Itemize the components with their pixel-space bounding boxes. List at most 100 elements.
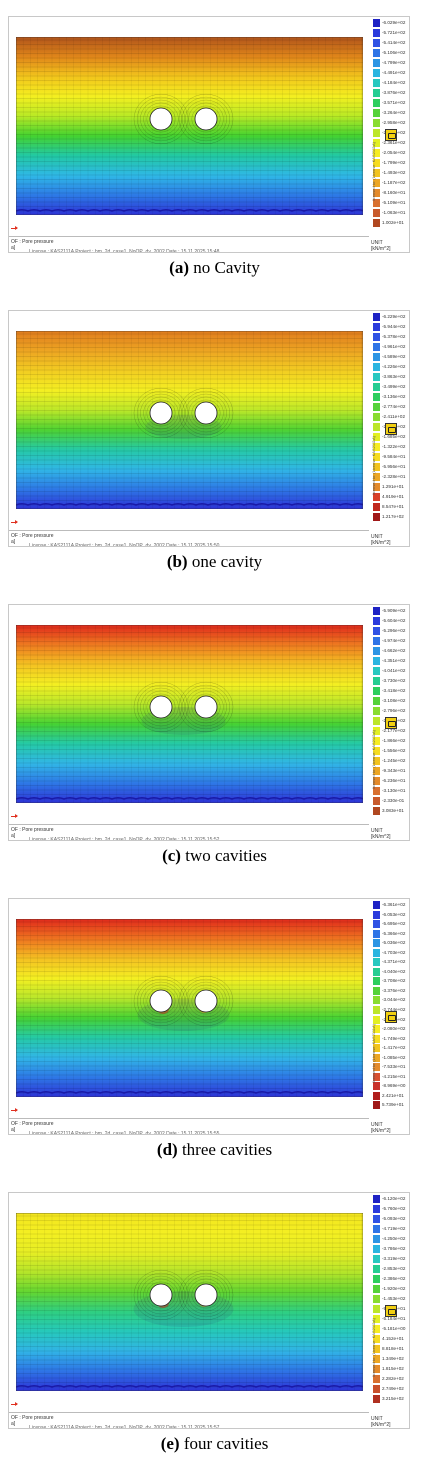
legend-swatch (373, 958, 380, 967)
legend-label: -5.944e+02 (382, 324, 406, 329)
footer-variable: OF : Pore pressure (11, 827, 54, 833)
legend-swatch (373, 373, 380, 381)
legend-entry: -9.584e+01 (373, 453, 409, 462)
legend-label: -1.920e+02 (382, 1286, 406, 1291)
legend-swatch (373, 219, 380, 227)
plot-frame: -6.361e+02 -6.053e+02 -5.695e+02 -5.366e+02… (8, 898, 410, 1135)
footer-divider (9, 1118, 369, 1119)
software-logo-icon (385, 717, 397, 729)
legend-swatch (373, 1063, 380, 1072)
legend-label: -4.703e+02 (382, 949, 406, 955)
legend-label: 1.217e+02 (382, 514, 404, 519)
legend-label: -4.250e+02 (382, 1236, 406, 1241)
legend-label: -5.414e+02 (382, 40, 406, 45)
legend-swatch (373, 948, 380, 957)
contour-plot (16, 37, 363, 215)
legend-label: -9.584e+01 (382, 454, 406, 459)
caption-text: four cavities (183, 1434, 269, 1453)
legend-swatch (373, 443, 380, 451)
watermark-text: licensed to: (License: KAS2111A) (371, 1024, 376, 1083)
legend-entry: -1.866e+02 (373, 737, 409, 746)
legend-swatch (373, 1053, 380, 1062)
panel-caption: (e) four cavities (0, 1434, 429, 1454)
legend-label: -1.245e+02 (382, 758, 406, 763)
legend-entry: -5.106e+02 (373, 49, 409, 58)
legend-label: -4.589e+02 (382, 354, 406, 359)
legend-label: -3.044e+02 (382, 997, 406, 1003)
legend-label: -3.876e+02 (382, 90, 406, 95)
legend-entry: -1.685e+02 (373, 433, 409, 442)
legend-entry: -4.184e+02 (373, 79, 409, 88)
legend-swatch (373, 1034, 380, 1043)
contour-svg (16, 331, 363, 509)
legend-entry: -5.721e+02 (373, 29, 409, 38)
pressure-field (16, 37, 363, 215)
legend-swatch (373, 89, 380, 97)
legend-label: -1.453e+02 (382, 1296, 406, 1301)
legend-label: -2.361e+02 (382, 140, 406, 145)
legend-swatch (373, 99, 380, 107)
legend-swatch (373, 617, 380, 625)
legend-swatch (373, 977, 380, 986)
legend-entry: -1.187e+02 (373, 179, 409, 188)
contour-svg (16, 37, 363, 215)
legend-swatch (373, 1215, 380, 1223)
legend-swatch (373, 29, 380, 37)
legend-entry: -3.876e+02 (373, 89, 409, 98)
legend-swatch (373, 1285, 380, 1293)
color-legend: -6.120e+02 -5.760e+02 -5.093e+02 -4.719e+02… (373, 1195, 409, 1417)
contour-plot (16, 625, 363, 803)
legend-entry: 1.291e+01 (373, 483, 409, 492)
panel-caption: (c) two cavities (0, 846, 429, 866)
legend-entry: -5.036e+02 (373, 939, 409, 948)
legend-swatch (373, 189, 380, 197)
legend-swatch (373, 463, 380, 471)
tunnel-left (149, 1283, 173, 1307)
legend-label: -5.184e+01 (382, 1316, 406, 1321)
legend-swatch (373, 986, 380, 995)
legend-entry: -1.245e+02 (373, 757, 409, 766)
footer-license: License : KAS2111A Project : hm_2d_case1… (29, 543, 220, 547)
legend-label: -3.136e+02 (382, 394, 406, 399)
legend-swatch (373, 1295, 380, 1303)
legend-label: -6.361e+02 (382, 902, 406, 907)
legend-swatch (373, 1025, 380, 1034)
legend-label: -2.080e+02 (382, 1026, 406, 1032)
legend-entry: -2.744e+02 (373, 1006, 409, 1015)
plot-frame: -6.029e+02 -5.721e+02 -5.414e+02 -5.106e+02… (8, 16, 410, 253)
legend-entry: -3.786e+02 (373, 1245, 409, 1254)
tunnel-right (194, 695, 218, 719)
legend-swatch (373, 996, 380, 1005)
legend-swatch (373, 807, 380, 815)
legend-entry: -2.411e+02 (373, 413, 409, 422)
legend-entry: -3.418e+02 (373, 687, 409, 696)
unit-label: UNIT (371, 534, 383, 540)
legend-entry: -5.366e+02 (373, 929, 409, 939)
legend-entry: -6.361e+02 (373, 901, 409, 910)
legend-label: -4.226e+02 (382, 364, 406, 369)
footer-sub: a] (11, 1421, 16, 1427)
legend-label: -3.863e+02 (382, 374, 406, 379)
legend-label: -1.556e+02 (382, 748, 406, 753)
legend-label: -4.040e+02 (382, 968, 406, 974)
unit-value: [kN/m^2] (371, 540, 391, 546)
legend-swatch (373, 209, 380, 217)
legend-label: -4.719e+02 (382, 1226, 406, 1231)
legend-entry: -3.499e+02 (373, 383, 409, 392)
legend-entry: -5.378e+02 (373, 333, 409, 342)
legend-entry: -2.080e+02 (373, 1025, 409, 1034)
legend-label: -3.376e+02 (382, 987, 406, 993)
footer-variable: OF : Pore pressure (11, 1121, 54, 1127)
legend-swatch (373, 677, 380, 685)
legend-entry: -2.054e+02 (373, 149, 409, 158)
legend-entry: -9.343e+01 (373, 767, 409, 776)
panel-caption: (a) no Cavity (0, 258, 429, 278)
legend-entry: -4.491e+02 (373, 69, 409, 78)
legend-label: -1.799e+02 (382, 160, 406, 165)
legend-entry: -3.108e+02 (373, 697, 409, 706)
legend-entry: -1.453e+02 (373, 1295, 409, 1304)
legend-entry: -2.774e+02 (373, 403, 409, 412)
caption-text: one cavity (191, 552, 263, 571)
caption-text: no Cavity (193, 258, 260, 277)
legend-label: -2.328e+01 (382, 474, 406, 479)
